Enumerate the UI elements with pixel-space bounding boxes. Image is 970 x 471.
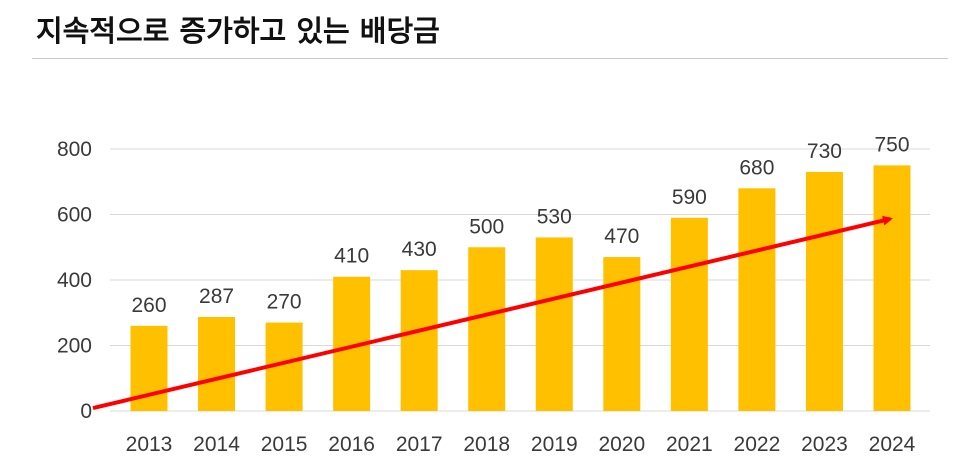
bar-2017 bbox=[400, 270, 438, 411]
data-label-2019: 530 bbox=[537, 205, 572, 228]
data-label-2017: 430 bbox=[402, 238, 437, 261]
bar-2023 bbox=[805, 171, 843, 411]
x-tick-label-2020: 2020 bbox=[598, 433, 645, 456]
bar-2014 bbox=[198, 317, 236, 411]
data-label-2024: 750 bbox=[874, 133, 909, 156]
data-labels: 260 287 270 410 430 500 530 470 590 680 730 750 bbox=[131, 133, 909, 316]
x-tick-label-2021: 2021 bbox=[666, 433, 713, 456]
y-tick-label: 0 bbox=[80, 400, 92, 423]
x-tick-label-2013: 2013 bbox=[126, 433, 173, 456]
x-tick-label-2018: 2018 bbox=[463, 433, 510, 456]
chart-title: 지속적으로 증가하고 있는 배당금 bbox=[36, 14, 440, 48]
bar-2024 bbox=[873, 165, 911, 411]
x-tick-label-2023: 2023 bbox=[801, 433, 848, 456]
x-tick-label-2016: 2016 bbox=[328, 433, 375, 456]
data-label-2016: 410 bbox=[334, 245, 369, 268]
gridlines bbox=[110, 148, 930, 412]
x-tick-label-2024: 2024 bbox=[869, 433, 916, 456]
bars bbox=[130, 165, 911, 411]
x-tick-label-2017: 2017 bbox=[396, 433, 443, 456]
bar-2022 bbox=[738, 188, 776, 411]
x-tick-label-2019: 2019 bbox=[531, 433, 578, 456]
trend-arrow bbox=[92, 215, 893, 411]
data-label-2020: 470 bbox=[604, 225, 639, 248]
y-tick-label: 600 bbox=[57, 204, 92, 227]
data-label-2021: 590 bbox=[672, 186, 707, 209]
data-label-2023: 730 bbox=[807, 140, 842, 163]
x-tick-label-2014: 2014 bbox=[193, 433, 240, 456]
trend-arrow-layer bbox=[92, 215, 893, 411]
y-axis-tick-labels: 0 200 400 600 800 bbox=[57, 138, 92, 423]
bar-2021 bbox=[670, 217, 708, 411]
y-tick-label: 800 bbox=[57, 138, 92, 161]
y-tick-label: 400 bbox=[57, 269, 92, 292]
y-tick-label: 200 bbox=[57, 335, 92, 358]
data-label-2018: 500 bbox=[469, 215, 504, 238]
title-divider bbox=[32, 58, 948, 59]
x-axis-tick-labels: 2013 2014 2015 2016 2017 2018 2019 2020 2021 2022… bbox=[126, 433, 916, 456]
bar-2019 bbox=[535, 237, 573, 411]
x-tick-label-2022: 2022 bbox=[734, 433, 781, 456]
data-label-2014: 287 bbox=[199, 285, 234, 308]
x-tick-label-2015: 2015 bbox=[261, 433, 308, 456]
data-label-2013: 260 bbox=[131, 294, 166, 317]
data-label-2015: 270 bbox=[267, 291, 302, 314]
data-label-2022: 680 bbox=[739, 156, 774, 179]
bar-2018 bbox=[468, 247, 506, 411]
